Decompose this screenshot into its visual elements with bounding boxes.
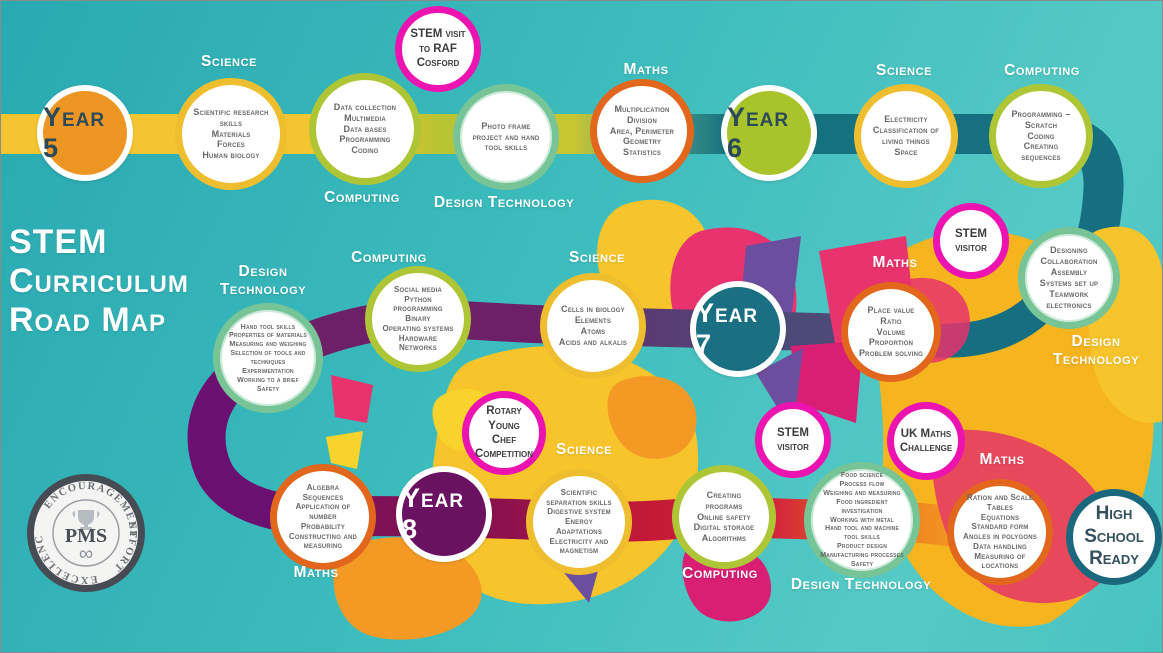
decorative-shape bbox=[607, 376, 697, 459]
topic-circle-science-y7: Cells in biology Elements Atoms Acids an… bbox=[540, 273, 646, 379]
badge-face bbox=[34, 481, 138, 585]
topic-items: Scientific research skills Materials For… bbox=[193, 106, 269, 161]
event-circle-stem-visitor-2: STEM visitor bbox=[755, 402, 831, 478]
year-5-circle: Year 5 bbox=[37, 85, 133, 181]
topic-items: Data collection Multimedia Data bases Pr… bbox=[333, 101, 397, 156]
topic-items: Algebra Sequences Application of number … bbox=[288, 482, 358, 551]
decorative-shape bbox=[331, 375, 373, 423]
topic-items: Place value Ratio Volume Proportion Prob… bbox=[858, 304, 924, 359]
topic-circle-design-technology-y5: Photo frame project and hand tool skills bbox=[453, 84, 559, 190]
topic-items: Creating programs Online safety Digital … bbox=[693, 489, 755, 544]
badge-org-name: PMS bbox=[65, 525, 107, 547]
subject-label-science-y8: Science bbox=[555, 441, 613, 458]
subject-label-science-y5: Science bbox=[200, 53, 258, 70]
event-circle-rotary-young-chef: Rotary Young Chef Competition bbox=[462, 391, 546, 475]
topic-items: Food science Process flow Weighing and m… bbox=[820, 471, 904, 568]
event-circle-raf-cosford: STEM visit to RAF Cosford bbox=[395, 6, 481, 92]
topic-items: Electricity Classification of living thi… bbox=[872, 114, 940, 157]
topic-items: Cells in biology Elements Atoms Acids an… bbox=[558, 304, 628, 347]
topic-items: Multiplication Division Area, Perimeter … bbox=[609, 103, 675, 158]
event-label: STEM visitor bbox=[955, 227, 987, 254]
subject-label-computing-y5: Computing bbox=[324, 189, 400, 206]
topic-circle-design-technology-y6: Designing Collaboration Assembly Systems… bbox=[1018, 227, 1120, 329]
topic-circle-computing-y8: Creating programs Online safety Digital … bbox=[672, 465, 776, 569]
event-label: STEM visitor bbox=[777, 426, 809, 453]
event-circle-stem-visitor-1: STEM visitor bbox=[933, 203, 1009, 279]
subject-label-science-y7: Science bbox=[568, 249, 626, 266]
subject-label-maths-y8: Maths bbox=[293, 564, 339, 581]
subject-label-design-technology-y8: Design Technology bbox=[790, 576, 932, 593]
topic-circle-computing-y5: Data collection Multimedia Data bases Pr… bbox=[309, 73, 421, 185]
subject-label-computing-y7: Computing bbox=[351, 249, 427, 266]
trophy-icon bbox=[72, 510, 100, 530]
subject-label-computing-y8: Computing bbox=[682, 565, 758, 582]
event-circle-uk-maths-challenge: UK Maths Challenge bbox=[887, 402, 965, 480]
subject-label-maths2-y8: Maths bbox=[979, 451, 1025, 468]
topic-circle-maths-y5: Multiplication Division Area, Perimeter … bbox=[590, 79, 694, 183]
subject-label-maths-y7: Maths bbox=[872, 254, 918, 271]
decorative-blob bbox=[333, 537, 482, 640]
topic-circle-maths-y8: Algebra Sequences Application of number … bbox=[270, 464, 376, 570]
year-7-label: Year 7 bbox=[696, 298, 759, 359]
decorative-shape bbox=[791, 341, 863, 423]
topic-items: Ration and Scale Tables Equations Standa… bbox=[963, 493, 1037, 571]
topic-circle-science-y5: Scientific research skills Materials For… bbox=[175, 78, 287, 190]
pms-school-badge: ENCOURAGEMENT EFFORT EXCELLENCE PMS ∞ bbox=[25, 472, 145, 592]
year-5-label: Year 5 bbox=[43, 102, 106, 163]
subject-label-design-technology-y7: Design Technology bbox=[219, 263, 307, 298]
event-label: Rotary Young Chef Competition bbox=[474, 405, 534, 461]
high-school-ready-circle: High School Ready bbox=[1066, 489, 1162, 585]
knot-icon: ∞ bbox=[79, 543, 93, 565]
badge-inner-ring bbox=[52, 499, 120, 567]
year-6-circle: Year 6 bbox=[721, 85, 817, 181]
year-8-circle: Year 8 bbox=[396, 466, 492, 562]
topic-circle-maths-y7: Place value Ratio Volume Proportion Prob… bbox=[841, 282, 941, 382]
year-8-label: Year 8 bbox=[402, 483, 465, 544]
subject-label-computing-y6: Computing bbox=[1004, 62, 1080, 79]
topic-circle-science-y6: Electricity Classification of living thi… bbox=[854, 84, 958, 188]
year-7-circle: Year 7 bbox=[690, 281, 786, 377]
topic-items: Designing Collaboration Assembly Systems… bbox=[1039, 245, 1099, 310]
subject-label-design-technology-y5: Design Technology bbox=[433, 194, 575, 211]
subject-label-maths-y5: Maths bbox=[623, 61, 669, 78]
topic-circle-science-y8: Scientific separation skills Digestive s… bbox=[526, 469, 632, 575]
subject-label-science-y6: Science bbox=[875, 62, 933, 79]
page-title: STEM Curriculum Road Map bbox=[9, 223, 189, 339]
topic-circle-design-technology-y8: Food science Process flow Weighing and m… bbox=[804, 462, 920, 578]
decorative-shape bbox=[326, 431, 363, 469]
topic-circle-maths2-y8: Ration and Scale Tables Equations Standa… bbox=[947, 479, 1053, 585]
high-school-ready-label: High School Ready bbox=[1084, 502, 1144, 570]
topic-items: Scientific separation skills Digestive s… bbox=[546, 487, 612, 556]
topic-circle-computing-y6: Programming – Scratch Coding Creating se… bbox=[989, 84, 1093, 188]
year-6-label: Year 6 bbox=[727, 102, 790, 163]
event-label: UK Maths Challenge bbox=[899, 427, 953, 454]
topic-items: Photo frame project and hand tool skills bbox=[472, 120, 540, 153]
topic-circle-design-technology-y7: Hand tool skills Properties of materials… bbox=[213, 303, 323, 413]
topic-circle-computing-y7: Social media Python programming Binary O… bbox=[365, 266, 471, 372]
subject-label-design-technology-y6: Design Technology bbox=[1052, 333, 1140, 368]
topic-items: Social media Python programming Binary O… bbox=[382, 284, 454, 353]
topic-items: Programming – Scratch Coding Creating se… bbox=[1011, 108, 1071, 163]
topic-items: Hand tool skills Properties of materials… bbox=[229, 322, 307, 393]
event-label: STEM visit to RAF Cosford bbox=[410, 28, 466, 70]
